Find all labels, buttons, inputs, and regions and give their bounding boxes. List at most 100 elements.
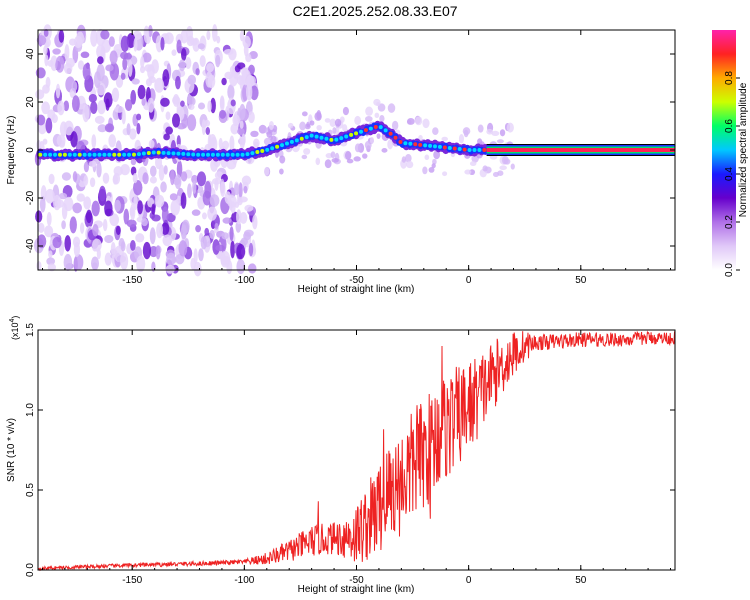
spectrogram-noise-blob [175, 75, 181, 90]
spectrogram-noise-blob [401, 156, 406, 163]
spectrogram-noise-blob [354, 143, 361, 153]
spectrogram-noise-blob [250, 130, 259, 138]
spectrogram-ridge-core [131, 152, 136, 157]
snr-panel: -150 -100 -50 0 50 0.0 0.5 1.0 1.5 Height of st… [6, 316, 676, 595]
spectrogram-ridge-core [206, 152, 211, 157]
spectrogram-noise-blob [207, 74, 216, 89]
spectrogram-noise-blob [102, 172, 110, 184]
spectrogram-noise-blob [263, 137, 272, 146]
spectrogram-noise-blob [58, 29, 65, 43]
spectrogram-noise-blob [171, 49, 177, 56]
x-tick-label: 0 [466, 575, 472, 586]
spectrogram-noise-blob [63, 100, 70, 112]
spectrogram-ridge-core [358, 129, 363, 134]
spectrogram-ridge-core [210, 152, 215, 157]
spectrogram-noise-blob [237, 127, 245, 136]
spectrogram-noise-blob [186, 94, 195, 105]
spectrogram-noise-blob [247, 263, 257, 274]
spectrogram-noise-blob [301, 154, 308, 160]
spectrogram-noise-blob [344, 151, 352, 160]
spectrogram-noise-blob [105, 98, 110, 111]
spectrogram-noise-blob [441, 136, 448, 142]
spectrogram-noise-blob [94, 115, 105, 124]
spectrogram-noise-blob [215, 244, 225, 252]
spectrogram-noise-blob [180, 29, 188, 44]
spectrogram-noise-blob [136, 255, 146, 273]
spectrogram-noise-blob [258, 124, 267, 134]
spectrogram-noise-blob [45, 117, 53, 134]
spectrogram-noise-blob [501, 155, 509, 165]
spectrogram-noise-blob [61, 172, 72, 181]
spectrogram-noise-blob [113, 172, 121, 185]
spectrogram-ridge-core [284, 141, 289, 146]
spectrogram-ridge-core [57, 152, 62, 157]
spectrogram-noise-blob [120, 35, 130, 53]
spectrogram-noise-blob [239, 103, 246, 121]
spectrogram-noise-blob [181, 219, 190, 234]
spectrogram-noise-blob [365, 106, 374, 117]
spectrogram-noise-blob [175, 253, 185, 265]
spectrogram-noise-blob [432, 158, 437, 165]
spectrogram-noise-blob [97, 124, 107, 133]
spectrogram-noise-blob [204, 181, 212, 199]
spectrogram-ridge-core [171, 151, 176, 156]
spectrogram-panel: -150 -100 -50 0 50 -40 -20 0 20 40 Height of str… [6, 24, 676, 295]
spectrogram-noise-blob [199, 55, 206, 68]
spectrogram-noise-blob [73, 254, 84, 271]
spectrogram-noise-blob [133, 195, 138, 211]
spectrogram-noise-blob [161, 222, 170, 235]
spectrogram-ridge-core [452, 146, 457, 151]
spectrogram-noise-blob [424, 154, 430, 160]
colorbar-tick-label: 0.0 [724, 263, 735, 277]
spectrogram-noise-blob [187, 74, 197, 85]
spectrogram-noise-blob [244, 204, 254, 212]
spectrogram-noise-blob [287, 122, 294, 129]
spectrogram-noise-blob [43, 45, 48, 55]
spectrogram-noise-blob [387, 103, 396, 113]
spectrogram-noise-blob [191, 174, 198, 184]
spectrogram-noise-blob [83, 196, 92, 210]
spectrogram-noise-blob [100, 29, 110, 40]
spectrogram-ridge-core [418, 142, 423, 147]
spectrogram-ridge-core [265, 147, 270, 152]
spectrogram-noise-blob [148, 76, 156, 84]
spectrogram-noise-blob [61, 203, 68, 220]
spectrogram-ridge-core [191, 152, 196, 157]
spectrogram-noise-blob [148, 139, 155, 149]
spectrogram-noise-blob [137, 200, 143, 215]
spectrogram-noise-blob [187, 183, 192, 199]
spectrogram-noise-blob [215, 54, 221, 68]
x-tick-label: 50 [575, 575, 587, 586]
spectrogram-noise-blob [52, 194, 62, 211]
spectrogram-ridge-core [220, 152, 225, 157]
spectrogram-noise-blob [219, 96, 225, 112]
spectrogram-noise-blob [69, 216, 77, 234]
spectrogram-ridge-core [319, 135, 324, 140]
spectrogram-noise-blob [245, 82, 253, 101]
spectrogram-noise-blob [191, 209, 201, 216]
spectrogram-noise-blob [142, 172, 149, 185]
spectrogram-noise-blob [83, 175, 89, 186]
x-tick-label: 0 [466, 275, 472, 286]
spectrogram-noise-blob [176, 39, 182, 54]
spectrogram-ridge-core [43, 152, 48, 157]
spectrogram-noise-blob [232, 114, 240, 127]
spectrogram-noise-blob [35, 67, 46, 79]
spectrogram-ridge-core [225, 152, 230, 157]
spectrogram-ridge-core [117, 152, 122, 157]
spectrogram-noise-blob [279, 155, 286, 164]
spectrogram-noise-blob [91, 134, 97, 149]
spectrogram-noise-blob [238, 182, 243, 199]
spectrogram-noise-blob [46, 211, 52, 226]
spectrogram-ridge-core [166, 151, 171, 156]
spectrogram-noise-blob [36, 261, 42, 271]
spectrogram-noise-blob [414, 116, 423, 126]
spectrogram-noise-blob [136, 122, 141, 135]
spectrogram-noise-blob [120, 51, 129, 60]
spectrogram-noise-blob [109, 50, 118, 65]
x-tick-label: 50 [575, 275, 587, 286]
spectrogram-noise-blob [56, 134, 66, 147]
spectrogram-noise-blob [510, 163, 515, 170]
spectrogram-noise-blob [353, 156, 361, 162]
spectrogram-noise-blob [279, 168, 284, 175]
